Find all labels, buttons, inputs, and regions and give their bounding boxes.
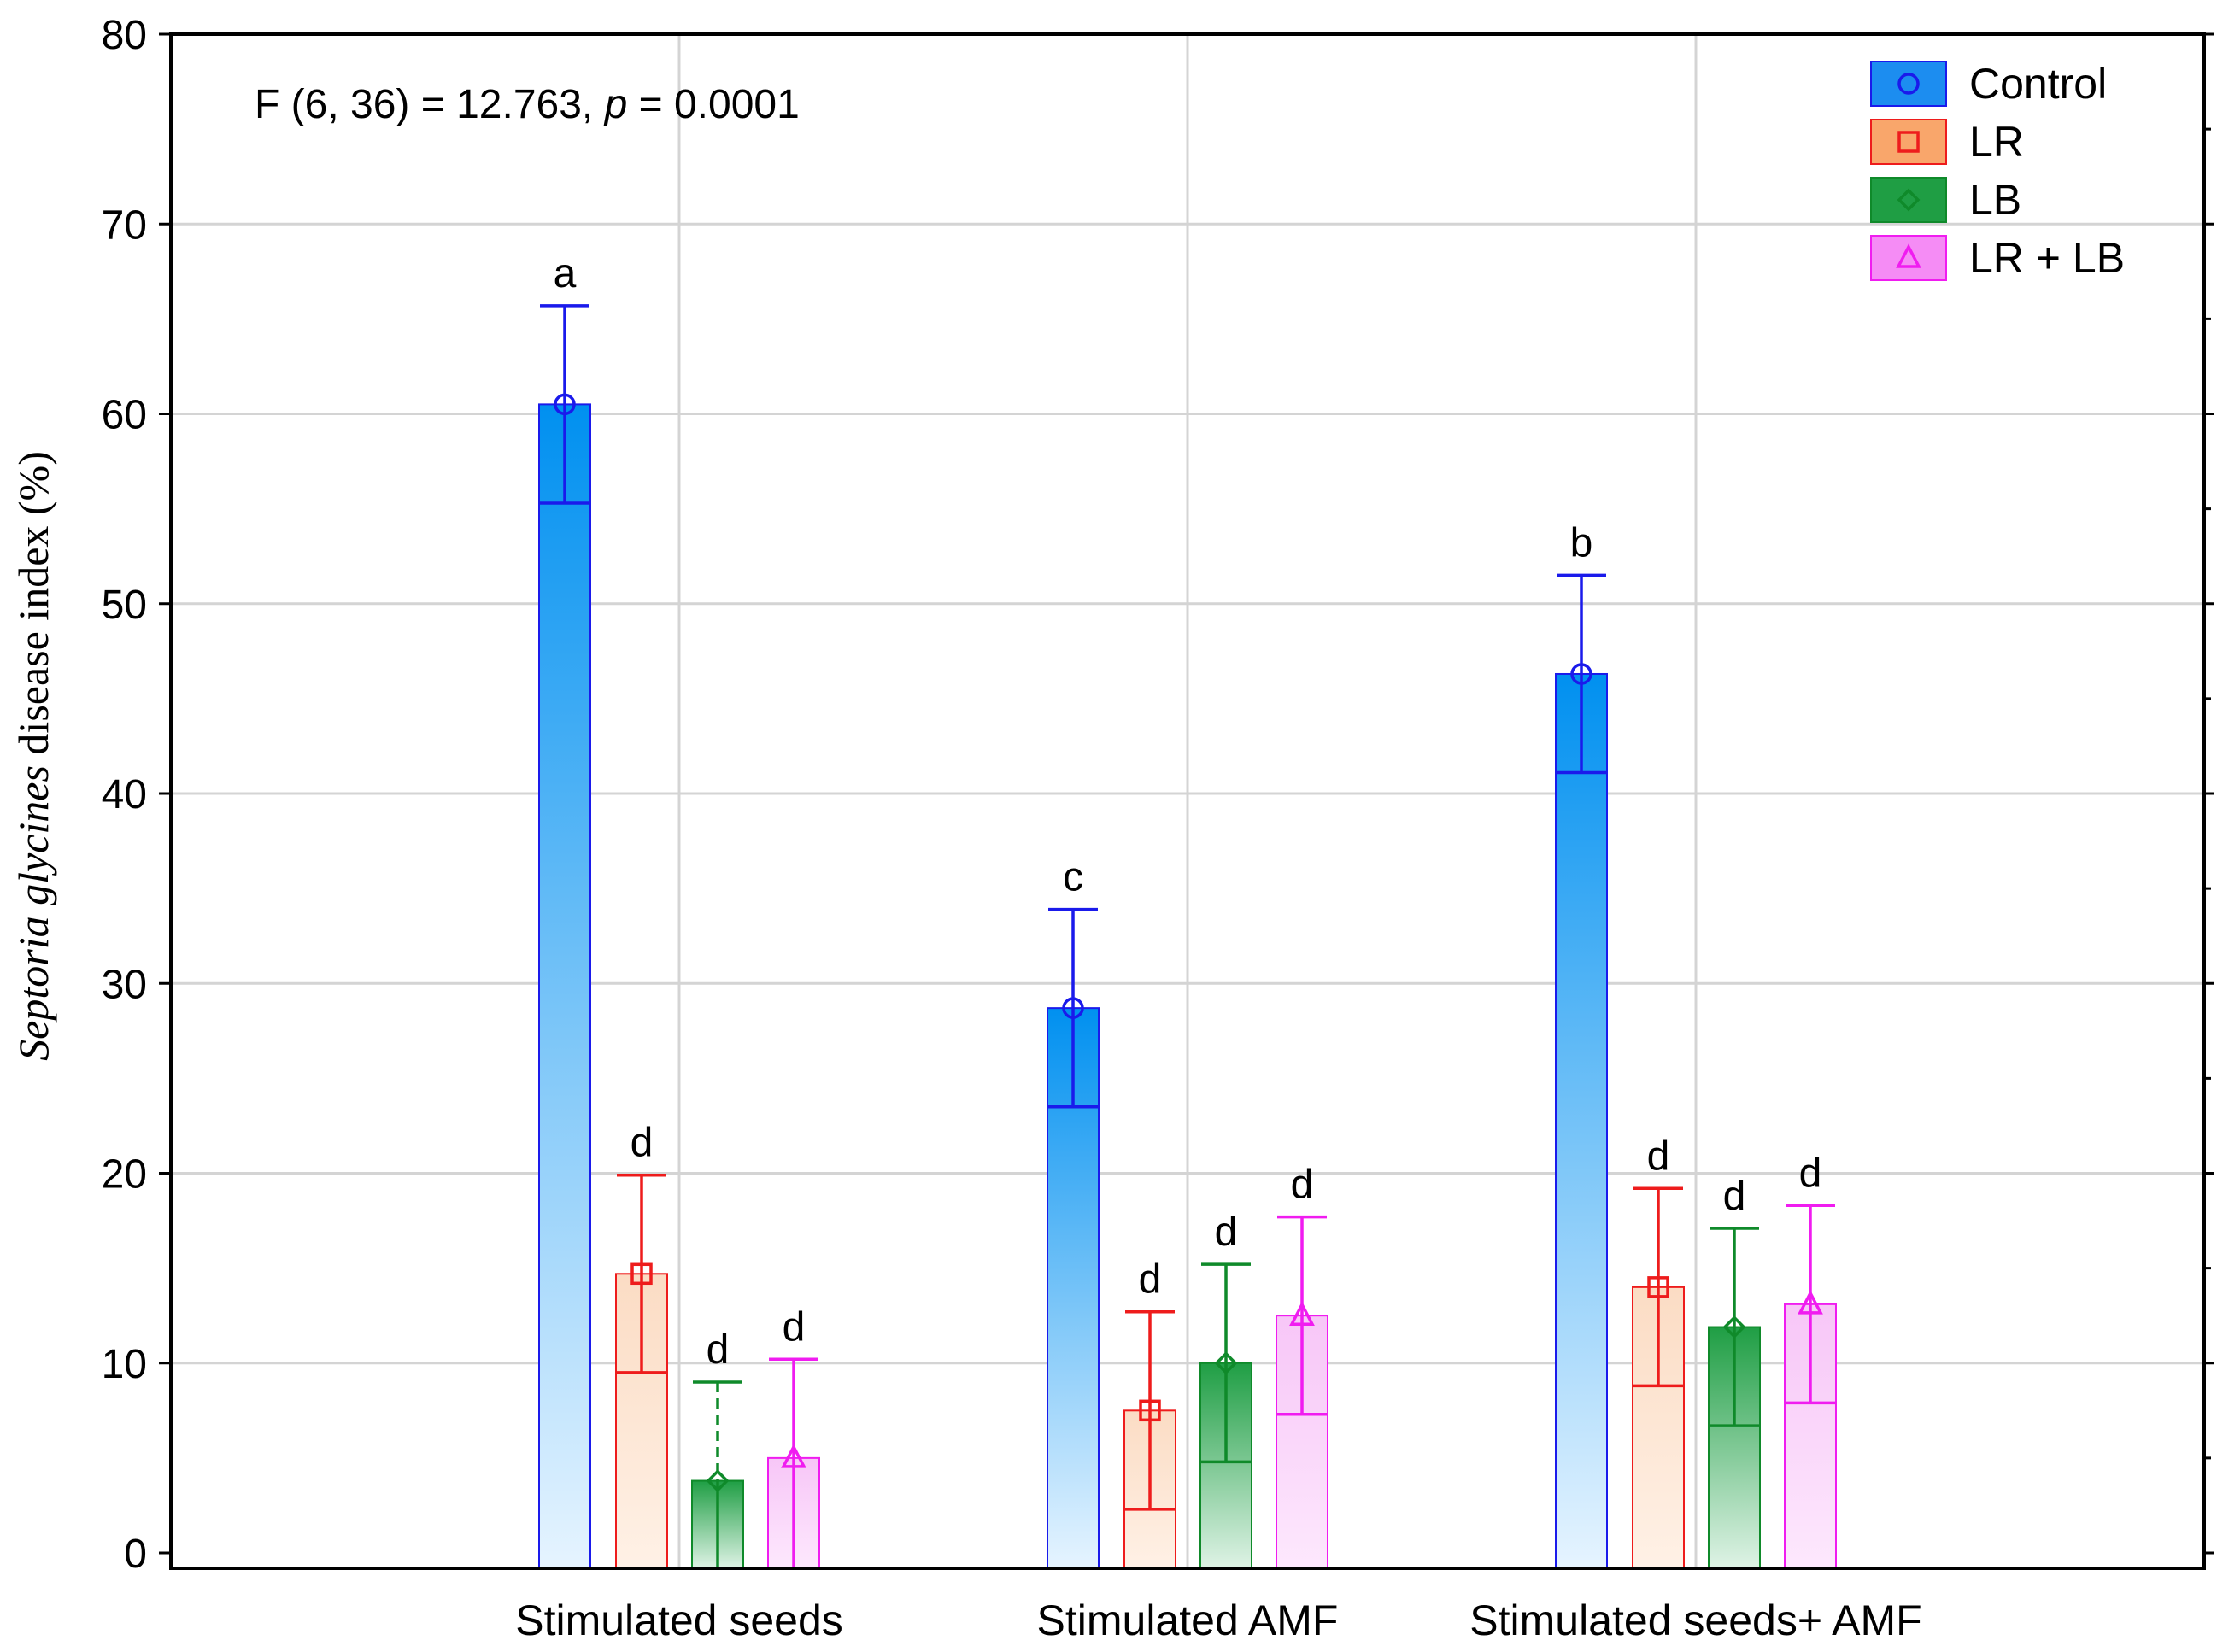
marker-diamond xyxy=(706,1469,730,1493)
marker-diamond xyxy=(1214,1351,1238,1375)
significance-letter: d xyxy=(1215,1210,1238,1255)
marker-circle xyxy=(554,393,576,416)
marker-triangle xyxy=(1289,1301,1315,1326)
legend-swatch xyxy=(1870,177,1947,223)
y-tick-label: 40 xyxy=(102,772,147,817)
y-axis-label-rest: disease index (%) xyxy=(9,451,57,765)
marker-square xyxy=(1139,1399,1161,1422)
stats-p-symbol: p xyxy=(603,82,628,127)
legend-label: Control xyxy=(1969,60,2107,108)
legend-swatch xyxy=(1870,235,1947,281)
marker-circle xyxy=(1570,663,1592,685)
legend-swatch xyxy=(1870,119,1947,165)
x-tick-label: Stimulated AMF xyxy=(1037,1596,1339,1644)
y-axis-label-italic: Septoria glycines xyxy=(9,765,57,1061)
significance-letter: d xyxy=(1647,1134,1670,1179)
significance-letter: d xyxy=(1291,1163,1314,1208)
significance-letter: d xyxy=(1139,1257,1162,1303)
legend: Control LR LB LR + LB xyxy=(1870,60,2125,282)
y-tick-label: 0 xyxy=(124,1532,147,1577)
legend-label: LR + LB xyxy=(1969,234,2125,282)
y-tick-label: 80 xyxy=(102,13,147,58)
legend-marker-diamond xyxy=(1897,188,1921,212)
legend-marker-triangle xyxy=(1896,243,1921,268)
plot-frame xyxy=(169,32,2206,1570)
legend-label: LR xyxy=(1969,118,2024,166)
grid-lines xyxy=(171,34,2204,1568)
y-axis-label: Septoria glycines disease index (%) xyxy=(9,451,57,1061)
x-axis: Stimulated seeds Stimulated AMF Stimulated… xyxy=(515,1596,1921,1644)
bar-control-3 xyxy=(1555,672,1608,1569)
markers xyxy=(554,393,1823,1493)
significance-letter: b xyxy=(1570,520,1593,565)
marker-square xyxy=(1647,1276,1669,1298)
significance-letter: a xyxy=(554,251,577,296)
marker-diamond xyxy=(1722,1315,1746,1339)
significance-letters: a c b d d d d d d d d d xyxy=(554,251,1822,1373)
y-tick-label: 20 xyxy=(102,1152,147,1198)
y-tick-label: 50 xyxy=(102,583,147,628)
x-tick-label: Stimulated seeds+ AMF xyxy=(1469,1596,1921,1644)
y-tick-label: 70 xyxy=(102,202,147,248)
marker-triangle xyxy=(1798,1290,1823,1315)
stats-prefix: F (6, 36) = 12.763, xyxy=(255,82,605,127)
significance-letter: c xyxy=(1063,855,1083,900)
marker-triangle xyxy=(781,1444,806,1468)
marker-circle xyxy=(1062,997,1084,1019)
significance-letter: d xyxy=(1799,1151,1822,1196)
legend-swatch xyxy=(1870,61,1947,107)
significance-letter: d xyxy=(630,1121,654,1166)
x-tick-label: Stimulated seeds xyxy=(515,1596,843,1644)
bar-control-1 xyxy=(538,403,591,1570)
significance-letter: d xyxy=(707,1327,730,1373)
y-tick-label: 30 xyxy=(102,962,147,1007)
error-bars xyxy=(540,304,1835,1568)
y-tick-label: 60 xyxy=(102,393,147,438)
y-tick-label: 10 xyxy=(102,1342,147,1387)
stats-annotation: F (6, 36) = 12.763, p = 0.0001 xyxy=(255,82,800,127)
legend-marker-square xyxy=(1897,131,1920,153)
legend-marker-circle xyxy=(1897,73,1920,95)
legend-label: LB xyxy=(1969,176,2021,224)
significance-letter: d xyxy=(783,1304,806,1350)
stats-suffix: = 0.0001 xyxy=(627,82,800,127)
significance-letter: d xyxy=(1723,1174,1746,1219)
y-axis: 0 10 20 30 40 50 60 70 80 xyxy=(102,13,2214,1577)
marker-square xyxy=(630,1262,653,1286)
